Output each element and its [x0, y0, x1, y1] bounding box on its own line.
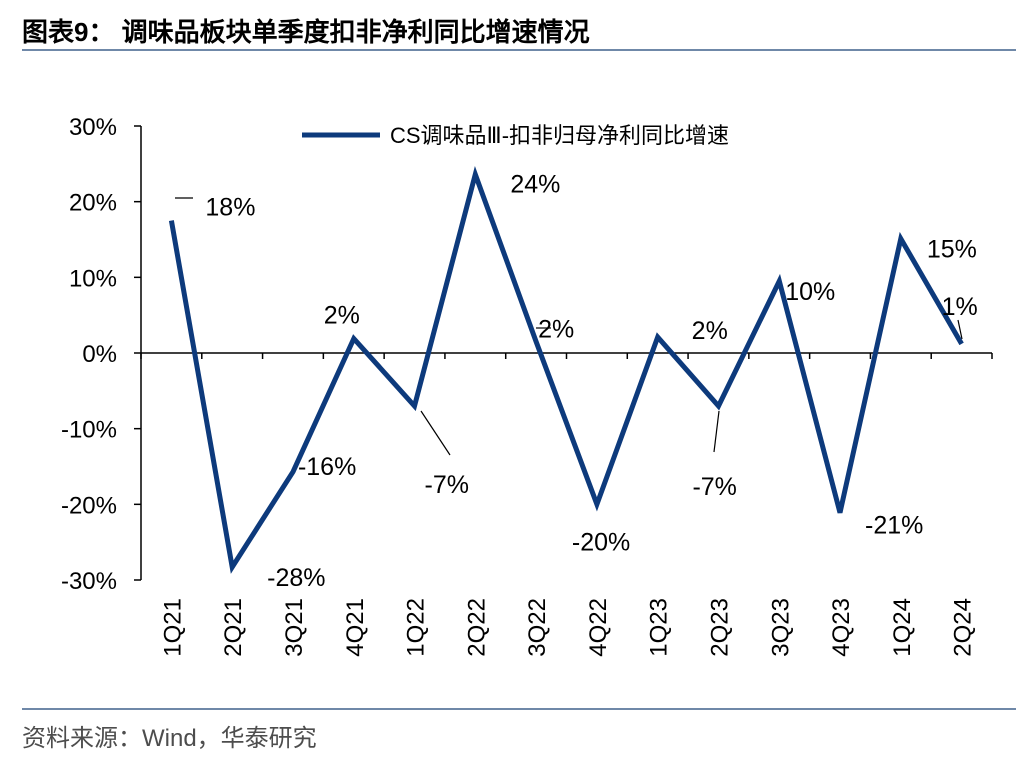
- source-note: 资料来源：Wind，华泰研究: [22, 725, 317, 752]
- legend: CS调味品Ⅲ-扣非归母净利同比增速: [302, 123, 729, 148]
- x-tick-label: 2Q23: [706, 598, 733, 657]
- data-label: 15%: [927, 236, 977, 264]
- data-label-leader: [420, 410, 451, 456]
- data-label: -16%: [298, 453, 356, 481]
- data-label: -7%: [425, 471, 469, 499]
- label-leader-lines: [175, 197, 963, 456]
- line-chart: -30% -20% -10% 0% 10% 20% 30% 1Q21 2Q21 3Q21 4Q21…: [61, 114, 993, 657]
- data-label-leader: [957, 319, 963, 340]
- data-label: -28%: [267, 564, 325, 592]
- data-labels: 18% -28% -16% 2% -7% 24% 2% -20% 2% -7% 10% -21% 15%…: [205, 170, 977, 592]
- figure-title: 图表9： 调味品板块单季度扣非净利同比增速情况: [22, 17, 590, 47]
- x-tick-label: 3Q22: [524, 598, 551, 657]
- x-tick-label: 2Q22: [463, 598, 490, 657]
- legend-label: CS调味品Ⅲ-扣非归母净利同比增速: [390, 123, 729, 148]
- y-axis: -30% -20% -10% 0% 10% 20% 30%: [61, 114, 142, 595]
- y-tick-label: -20%: [61, 492, 117, 519]
- top-divider: [22, 49, 1016, 51]
- y-tick-label: -30%: [61, 568, 117, 595]
- data-label: -20%: [572, 528, 630, 556]
- y-tick-label: -10%: [61, 417, 117, 444]
- data-label: 2%: [324, 302, 360, 330]
- x-tick-label: 2Q21: [220, 598, 247, 657]
- y-tick-label: 10%: [69, 265, 117, 292]
- data-label: 2%: [538, 316, 574, 344]
- x-tick-label: 1Q24: [889, 598, 916, 657]
- y-tick-label: 20%: [69, 190, 117, 217]
- x-tick-label: 1Q22: [403, 598, 430, 657]
- y-tick-label: 30%: [69, 114, 117, 141]
- x-tick-label: 4Q21: [342, 598, 369, 657]
- x-tick-label: 3Q23: [767, 598, 794, 657]
- bottom-divider: [22, 708, 1016, 710]
- series-line: [168, 166, 964, 574]
- x-tick-label: 4Q22: [585, 598, 612, 657]
- data-label-leader: [713, 410, 720, 453]
- data-label: 10%: [785, 278, 835, 306]
- y-tick-label: 0%: [82, 341, 117, 368]
- x-tick-label: 1Q21: [159, 598, 186, 657]
- data-label: 18%: [205, 194, 255, 222]
- x-tick-label: 1Q23: [646, 598, 673, 657]
- data-label: 24%: [510, 170, 560, 198]
- x-tick-label: 4Q23: [828, 598, 855, 657]
- data-label: -21%: [865, 512, 923, 540]
- data-label: 2%: [692, 317, 728, 345]
- data-label: 1%: [942, 293, 978, 321]
- x-tick-label: 3Q21: [281, 598, 308, 657]
- x-axis: 1Q21 2Q21 3Q21 4Q21 1Q22 2Q22 3Q22 4Q22 1Q23 2Q23…: [140, 352, 993, 657]
- x-tick-label: 2Q24: [950, 598, 977, 657]
- data-label: -7%: [692, 473, 736, 501]
